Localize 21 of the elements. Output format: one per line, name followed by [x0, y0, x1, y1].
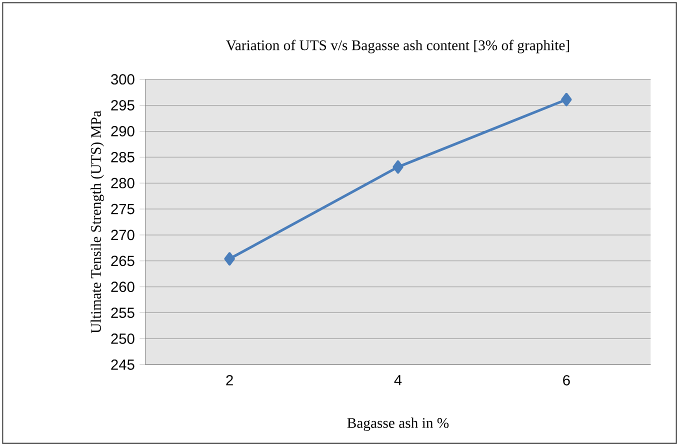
y-axis-title: Ultimate Tensile Strength (UTS) MPa — [90, 110, 104, 334]
y-tick-label: 285 — [111, 152, 134, 162]
x-tick-label: 6 — [563, 375, 570, 386]
y-tick-label: 255 — [111, 308, 134, 318]
x-tick-label: 4 — [394, 375, 402, 386]
y-tick-label: 300 — [111, 74, 134, 85]
y-tick-label: 250 — [111, 334, 134, 344]
x-tick-label: 2 — [226, 375, 233, 386]
y-tick-label: 270 — [111, 230, 134, 240]
y-tick-label: 280 — [111, 178, 134, 188]
point — [561, 92, 572, 106]
y-tick-label: 295 — [111, 100, 134, 110]
y-tick-label: 290 — [111, 126, 134, 136]
chart-title: Variation of UTS v/s Bagasse ash content [3% of graphite] — [226, 40, 569, 54]
point — [392, 160, 404, 174]
y-tick-label: 275 — [111, 204, 134, 214]
x-axis-title: Bagasse ash in % — [347, 418, 449, 431]
y-tick-label: 265 — [111, 256, 134, 266]
y-tick-label: 260 — [111, 282, 134, 292]
point — [224, 252, 235, 266]
y-tick-label: 245 — [111, 359, 134, 370]
